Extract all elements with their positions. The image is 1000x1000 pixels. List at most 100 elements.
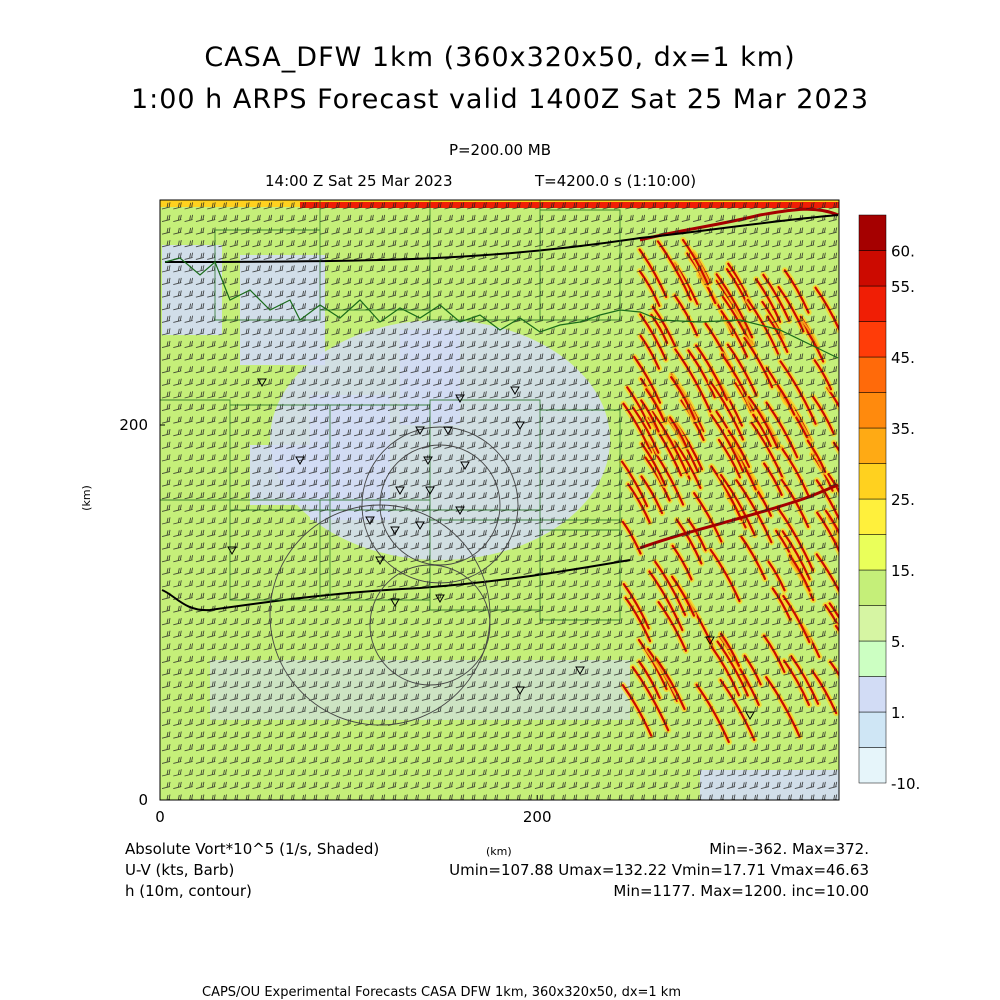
vort-streak xyxy=(776,506,815,572)
vort-streak xyxy=(827,472,839,494)
station-marker xyxy=(257,378,267,388)
vort-streak xyxy=(695,683,730,744)
vort-streak xyxy=(767,560,786,592)
vort-streak xyxy=(743,336,774,389)
valid-time-label: 14:00 Z Sat 25 Mar 2023 xyxy=(265,172,453,190)
vort-streak xyxy=(640,475,664,515)
colorbar-swatch xyxy=(858,427,887,464)
vort-streak xyxy=(771,587,792,621)
vorticity-field xyxy=(160,200,839,800)
vort-streak xyxy=(765,401,799,459)
colorbar-label: 1. xyxy=(891,704,905,722)
vort-streak xyxy=(829,660,839,677)
y-axis-label: (km) xyxy=(80,485,93,511)
station-marker xyxy=(425,486,435,496)
station-marker xyxy=(575,666,585,676)
top-band-core xyxy=(300,202,839,208)
station-marker xyxy=(510,386,520,396)
vort-streak xyxy=(824,509,839,535)
footer-wind-label: U-V (kts, Barb) xyxy=(125,861,235,879)
station-marker xyxy=(390,526,400,536)
colorbar-swatch xyxy=(858,285,887,322)
vort-streak xyxy=(710,465,743,521)
vort-streak xyxy=(816,511,839,554)
colorbar-label: 25. xyxy=(891,491,915,509)
vort-streak xyxy=(670,376,696,421)
vort-streak xyxy=(621,684,653,737)
y-tick-label: 0 xyxy=(138,791,148,809)
colorbar-label: 55. xyxy=(891,278,915,296)
vort-streak xyxy=(783,269,810,314)
vort-streak xyxy=(806,439,827,473)
footer-km-unit: (km) xyxy=(486,845,512,858)
x-tick-label: 200 xyxy=(523,808,552,826)
vort-streak xyxy=(746,298,780,355)
vort-streak xyxy=(726,343,758,397)
vort-streak xyxy=(762,462,783,497)
county-grid xyxy=(160,200,621,621)
calm-band-south xyxy=(210,660,630,720)
vort-streak xyxy=(781,530,811,581)
colorbar-label: 15. xyxy=(891,562,915,580)
colorbar-swatch xyxy=(858,534,887,571)
calm-region-0 xyxy=(162,245,222,335)
vort-streak xyxy=(716,640,749,697)
vort-streak xyxy=(752,413,772,448)
colorbar-swatch xyxy=(858,463,887,500)
colorbar-swatch xyxy=(858,605,887,642)
station-marker xyxy=(415,521,425,531)
colorbar-swatch xyxy=(858,747,887,784)
colorbar-swatch xyxy=(858,498,887,535)
colorbar: 60. 55. 45. 35. 25. 15. 5. 1. -10. xyxy=(858,214,920,793)
vort-streak xyxy=(715,273,754,339)
vort-streak xyxy=(655,657,686,711)
station-marker xyxy=(455,506,465,516)
colorbar-label: 35. xyxy=(891,420,915,438)
station-marker xyxy=(745,711,755,721)
station-marker xyxy=(455,394,465,404)
x-tick-label: 0 xyxy=(155,808,165,826)
station-marker xyxy=(515,686,525,696)
vort-streak xyxy=(790,655,820,705)
chart-title-line1: CASA_DFW 1km (360x320x50, dx=1 km) xyxy=(204,42,796,73)
vort-streak xyxy=(780,446,810,497)
colorbar-label: 60. xyxy=(891,243,915,261)
station-marker xyxy=(415,426,425,436)
vort-streak xyxy=(632,406,660,454)
vort-streak xyxy=(720,310,749,358)
vort-streak xyxy=(709,381,745,441)
height-contour-north xyxy=(164,214,839,263)
colorbar-swatch xyxy=(858,214,887,251)
station-marker xyxy=(435,594,445,604)
colorbar-swatch xyxy=(858,321,887,358)
plot-frame xyxy=(159,199,840,801)
pressure-level-label: P=200.00 MB xyxy=(448,141,552,159)
station-marker xyxy=(705,636,715,646)
vort-streak xyxy=(709,548,741,603)
colorbar-swatch xyxy=(858,640,887,677)
vort-streak xyxy=(762,634,786,674)
footer-height-label: h (10m, contour) xyxy=(125,882,252,900)
vort-streak xyxy=(638,248,668,298)
footer-credit: CAPS/OU Experimental Forecasts CASA DFW … xyxy=(202,985,682,1000)
chart-title-line2: 1:00 h ARPS Forecast valid 1400Z Sat 25 … xyxy=(130,84,870,115)
height-contour-south xyxy=(161,559,631,612)
vort-streak xyxy=(779,360,817,425)
vort-streak xyxy=(657,601,688,652)
vort-streak xyxy=(627,483,651,524)
vort-streak xyxy=(782,659,811,706)
vort-streak xyxy=(681,238,709,286)
vort-streak xyxy=(670,575,696,617)
station-marker xyxy=(423,456,433,466)
colorbar-swatch xyxy=(858,356,887,393)
vort-streak xyxy=(644,456,671,502)
height-contours xyxy=(160,200,839,726)
vort-streak xyxy=(777,285,805,333)
vort-streak xyxy=(813,359,833,391)
colorbar-swatch xyxy=(858,711,887,748)
vort-streak xyxy=(687,518,707,552)
vort-streak xyxy=(750,421,784,480)
vort-streak xyxy=(814,286,839,332)
wind-barb-grid xyxy=(161,202,838,800)
station-marker xyxy=(515,421,525,431)
